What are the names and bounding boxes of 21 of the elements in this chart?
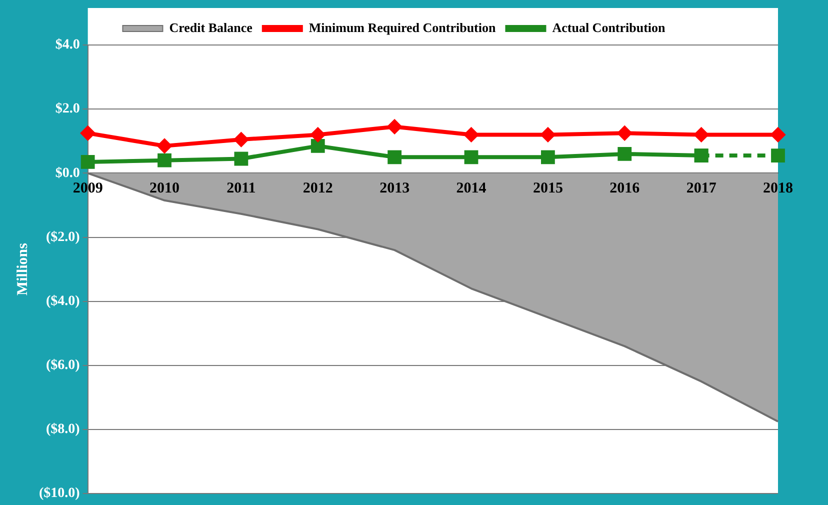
y-tick-label: ($2.0) <box>46 230 80 245</box>
x-tick-label: 2013 <box>380 180 410 197</box>
y-tick-label: $4.0 <box>55 38 80 53</box>
legend-label: Minimum Required Contribution <box>308 20 496 35</box>
legend-label: Credit Balance <box>169 20 253 35</box>
x-tick-label: 2014 <box>456 180 487 197</box>
y-tick-label: $2.0 <box>55 102 80 117</box>
x-tick-label: 2010 <box>150 180 180 197</box>
y-tick-label: ($10.0) <box>38 486 80 502</box>
x-tick-label: 2015 <box>532 180 563 197</box>
legend-label: Actual Contribution <box>552 20 666 35</box>
x-tick-label: 2017 <box>686 180 717 197</box>
y-tick-label: ($4.0) <box>46 294 80 309</box>
x-tick-label: 2018 <box>763 180 793 197</box>
x-tick-label: 2012 <box>302 180 333 197</box>
y-tick-label: ($6.0) <box>46 358 80 374</box>
y-tick-label: $0.0 <box>55 166 80 181</box>
y-tick-label: ($8.0) <box>46 422 80 438</box>
y-axis-title: Millions <box>14 242 31 296</box>
x-tick-label: 2016 <box>610 180 640 197</box>
x-tick-label: 2011 <box>226 180 256 197</box>
